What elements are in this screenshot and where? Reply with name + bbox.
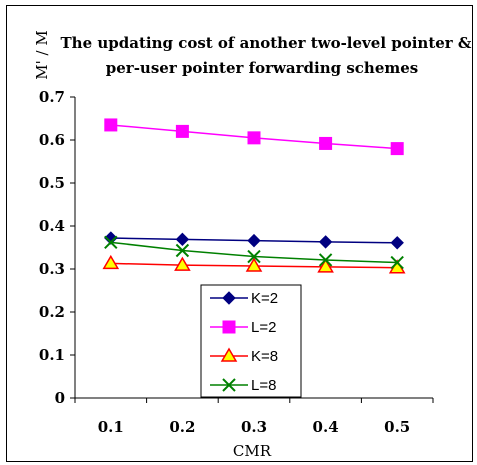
series-l-8-point (104, 235, 118, 250)
series-k-8-point (102, 254, 120, 270)
x-tick-label: 0.3 (241, 418, 267, 436)
series-k-2-point (247, 233, 261, 248)
legend-l-2-marker (222, 320, 236, 334)
series-k-8-point (245, 257, 263, 272)
y-tick-label: 0.5 (39, 174, 65, 192)
x-tick-label: 0.1 (98, 418, 124, 436)
x-tick-label: 0.5 (384, 418, 410, 436)
marker-x-stroke (175, 243, 190, 258)
marker-x-stroke (104, 235, 118, 250)
y-tick-labels: 0 0.1 0.2 0.3 0.4 0.5 0.6 0.7 (39, 88, 65, 407)
legend-k-2-marker (222, 291, 236, 305)
series-l-2-point (175, 124, 189, 138)
series-k-2-point (390, 236, 404, 250)
marker-x-stroke (222, 378, 236, 392)
marker-x-stroke (318, 253, 333, 267)
x-axis-label: CMR (233, 442, 272, 460)
legend-k-8-label: K=8 (251, 348, 278, 365)
series-k-2-point (104, 231, 118, 245)
series-k-8-point (317, 258, 334, 273)
series-k-8-point (174, 256, 191, 271)
series-l-2-point (319, 136, 333, 150)
series-k-2-point (318, 235, 333, 249)
y-tick-label: 0.3 (39, 260, 65, 278)
series-l-2-point (390, 142, 404, 156)
y-tick-label: 0.4 (39, 217, 65, 235)
data-series (102, 118, 406, 274)
series-l-8-point (318, 253, 333, 267)
legend: K=2 L=2 K=8 L=8 (200, 284, 302, 398)
series-l-8-point (390, 255, 404, 270)
legend-l-2-label: L=2 (251, 319, 276, 336)
series-k-2-point (175, 232, 190, 247)
y-tick-label: 0.1 (39, 346, 65, 364)
chart-title-line-1: The updating cost of another two-level p… (61, 34, 472, 52)
y-axis-label: M' / M (33, 30, 51, 79)
series-l-2-point (247, 131, 261, 145)
series-l-8-point (175, 243, 190, 258)
legend-l-8-label: L=8 (251, 377, 276, 394)
axes (70, 96, 434, 403)
x-tick-labels: 0.1 0.2 0.3 0.4 0.5 (98, 418, 411, 436)
chart-title-line-2: per-user pointer forwarding schemes (106, 59, 418, 77)
x-tick-label: 0.4 (313, 418, 339, 436)
y-tick-label: 0.2 (39, 303, 65, 321)
series-l-8-point (247, 249, 261, 264)
marker-x-stroke (247, 249, 261, 264)
series-l-2-point (104, 118, 118, 132)
marker-x-stroke (390, 255, 404, 270)
y-tick-label: 0 (55, 389, 65, 407)
y-tick-label: 0.7 (39, 88, 65, 106)
legend-box (200, 284, 302, 398)
legend-l-8-marker (222, 378, 236, 392)
legend-k-8-marker (220, 347, 238, 362)
legend-k-2-label: K=2 (251, 290, 278, 307)
x-tick-label: 0.2 (169, 418, 195, 436)
y-tick-label: 0.6 (39, 131, 65, 149)
